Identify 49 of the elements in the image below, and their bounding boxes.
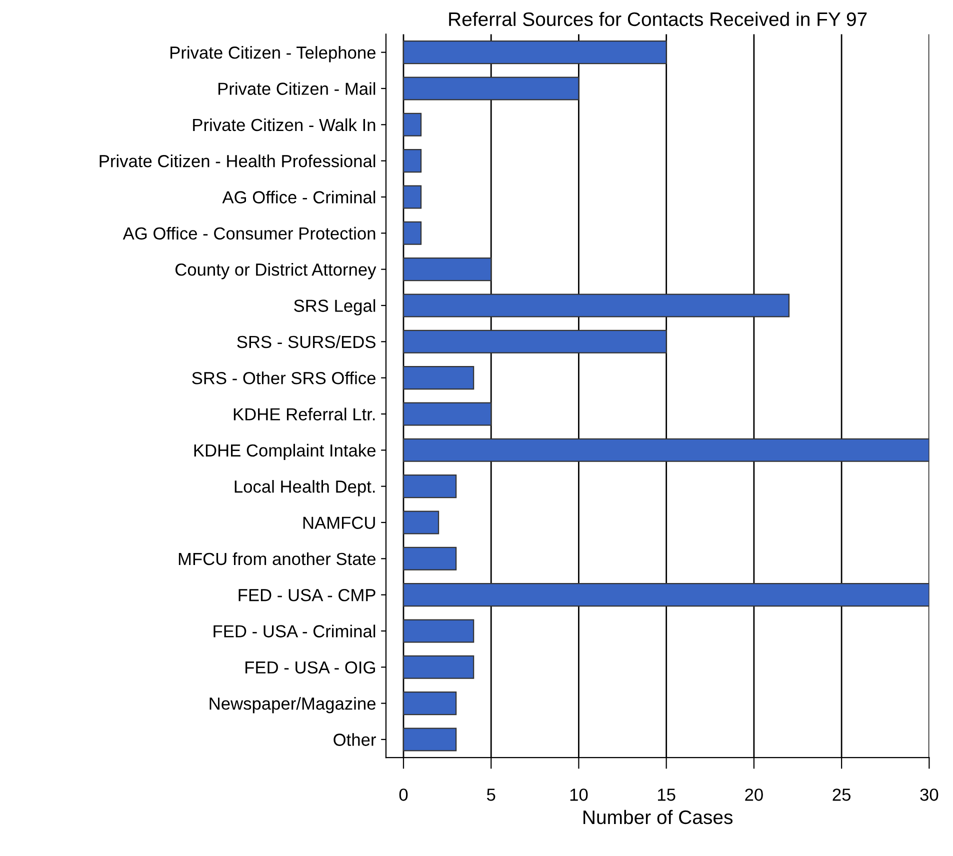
y-tick-label: AG Office - Consumer Protection (122, 226, 376, 240)
y-tick-label: SRS Legal (294, 299, 376, 316)
y-tick-label: Private Citizen - Walk In (193, 118, 376, 132)
y-tick-label: Private Citizen - Mail (218, 82, 376, 95)
bar (402, 258, 492, 282)
y-tick-label: AG Office - Criminal (222, 190, 376, 204)
x-axis-title: Number of Cases (584, 810, 733, 824)
bar (402, 330, 667, 354)
y-tick-label: NAMFCU (303, 516, 375, 529)
x-tick-label: 25 (832, 788, 850, 801)
y-tick-label: Private Citizen - Telephone (170, 46, 376, 62)
bar (402, 402, 492, 426)
bar (402, 76, 580, 100)
bar (402, 655, 474, 679)
y-tick-label: County or District Attorney (175, 263, 376, 280)
bar (402, 474, 457, 498)
x-tick-label: 10 (570, 788, 588, 801)
y-tick-label: KDHE Referral Ltr. (234, 408, 375, 420)
x-tick-label: 30 (920, 788, 938, 801)
y-tick-label: FED - USA - CMP (238, 588, 376, 602)
bar (402, 546, 457, 570)
bar (402, 438, 930, 462)
y-tick-label: Private Citizen - Health Professional (100, 154, 376, 168)
bar (402, 221, 422, 245)
y-tick-label: Local Health Dept. (234, 480, 375, 496)
bar (402, 294, 790, 318)
y-tick-label: Other (334, 733, 376, 746)
y-tick-label: Newspaper/Magazine (210, 697, 376, 714)
bar (402, 619, 474, 643)
x-tick-label: 15 (658, 788, 676, 801)
y-tick-label: FED - USA - OIG (246, 661, 375, 674)
y-tick-label: SRS - SURS/EDS (237, 335, 376, 348)
bar (402, 40, 667, 64)
y-tick-label: SRS - Other SRS Office (192, 372, 376, 384)
bar (402, 366, 474, 390)
bar (402, 728, 457, 752)
x-tick-label: 5 (486, 788, 496, 801)
bar (402, 112, 422, 136)
chart-title: Referral Sources for Contacts Received in FY 97 (449, 12, 867, 26)
bar (402, 583, 930, 607)
bar (402, 185, 422, 209)
x-tick-label: 20 (745, 788, 763, 801)
x-tick-label: 0 (399, 788, 408, 801)
bar (402, 149, 422, 173)
bar (402, 510, 440, 534)
y-tick-label: KDHE Complaint Intake (194, 444, 376, 460)
y-tick-label: FED - USA - Criminal (214, 624, 376, 638)
bar (402, 692, 457, 716)
y-tick-label: MFCU from another State (178, 552, 376, 566)
